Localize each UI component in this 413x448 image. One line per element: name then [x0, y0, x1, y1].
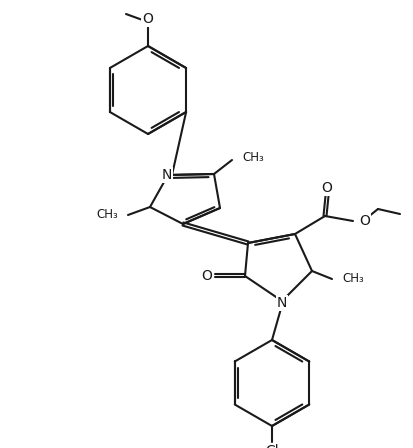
Text: O: O	[358, 214, 369, 228]
Text: CH₃: CH₃	[96, 207, 118, 220]
Text: Cl: Cl	[265, 444, 278, 448]
Text: O: O	[201, 269, 212, 283]
Text: CH₃: CH₃	[242, 151, 263, 164]
Text: N: N	[276, 296, 287, 310]
Text: O: O	[321, 181, 332, 195]
Text: O: O	[142, 12, 153, 26]
Text: N: N	[161, 168, 172, 182]
Text: CH₃: CH₃	[341, 272, 363, 285]
